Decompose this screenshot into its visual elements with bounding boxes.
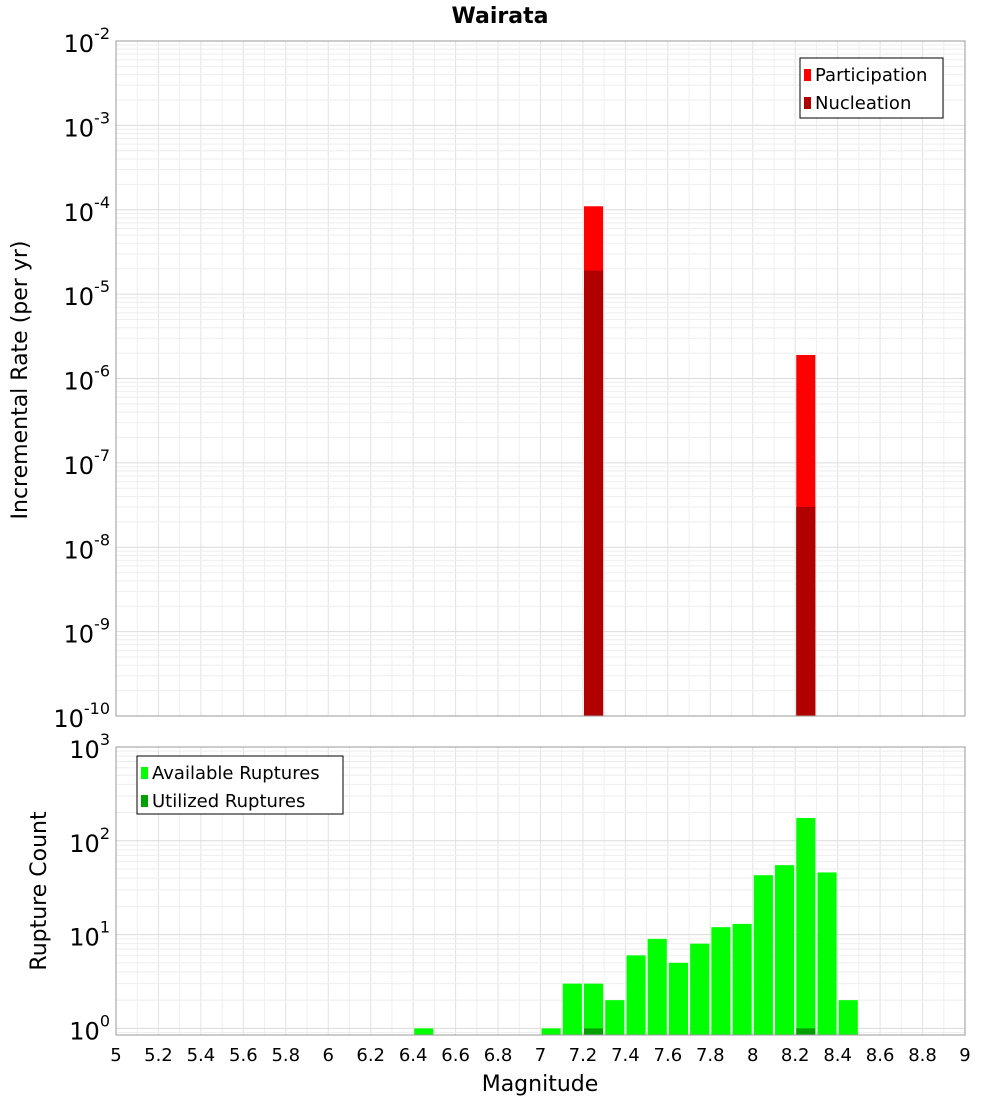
- count-bar-series1: [690, 943, 710, 1035]
- count-y-tick-label: 103: [69, 730, 110, 764]
- x-tick-label: 8.6: [866, 1045, 895, 1066]
- rate-y-tick-label: 10-10: [53, 699, 110, 733]
- count-bar-series1: [668, 962, 689, 1035]
- rate-y-tick-label: 10-5: [64, 277, 111, 311]
- rate-legend-label: Nucleation: [815, 93, 911, 114]
- count-bar-series2: [796, 1028, 816, 1035]
- count-legend-label: Utilized Ruptures: [152, 791, 305, 812]
- count-bars: [414, 817, 858, 1035]
- count-y-tick-label: 102: [69, 824, 110, 858]
- x-tick-label: 7.4: [611, 1045, 640, 1066]
- rate-legend-swatch: [804, 69, 811, 81]
- count-bar-series1: [414, 1028, 434, 1035]
- rate-y-tick-label: 10-2: [64, 24, 111, 58]
- x-tick-label: 5.4: [187, 1045, 216, 1066]
- x-tick-label: 6.2: [356, 1045, 385, 1066]
- x-tick-label: 8.2: [781, 1045, 810, 1066]
- rate-grid: [115, 40, 966, 717]
- rate-y-tick-label: 10-6: [64, 362, 111, 396]
- rate-y-tick-label: 10-7: [64, 446, 111, 480]
- rate-y-tick-label: 10-4: [64, 193, 111, 227]
- count-plot-frame: [115, 746, 966, 1036]
- count-bar-series1: [732, 923, 752, 1035]
- x-tick-label: 7.6: [654, 1045, 683, 1066]
- x-tick-label: 5.6: [229, 1045, 258, 1066]
- count-bar-series2: [584, 1028, 604, 1035]
- rate-y-tick-label: 10-3: [64, 108, 111, 142]
- x-tick-label: 6: [323, 1045, 334, 1066]
- rate-y-axis-label: Incremental Rate (per yr): [8, 241, 33, 520]
- rate-y-tick-label: 10-9: [64, 615, 111, 649]
- x-tick-label: 7.2: [569, 1045, 598, 1066]
- x-tick-label: 9: [959, 1045, 970, 1066]
- rate-legend-box: [799, 57, 944, 119]
- x-tick-label: 7.8: [696, 1045, 725, 1066]
- rate-y-tick-label: 10-8: [64, 530, 111, 564]
- rate-bar-series2: [584, 270, 604, 716]
- count-y-tick-label: 100: [69, 1011, 110, 1045]
- x-tick-label: 8: [747, 1045, 758, 1066]
- count-legend: Available Ruptures Utilized Ruptures: [136, 755, 344, 815]
- count-bar-series1: [711, 927, 731, 1035]
- rate-legend: Participation Nucleation: [799, 57, 944, 119]
- x-tick-label: 8.8: [908, 1045, 937, 1066]
- rate-bar-series2: [796, 506, 816, 716]
- count-legend-label: Available Ruptures: [152, 763, 320, 784]
- count-bar-series1: [541, 1028, 561, 1035]
- count-bar-series1: [626, 955, 646, 1035]
- count-y-axis-label: Rupture Count: [27, 811, 52, 971]
- x-axis-label: Magnitude: [482, 1072, 599, 1097]
- count-bar-series1: [647, 938, 667, 1035]
- x-tick-label: 7: [535, 1045, 546, 1066]
- count-legend-swatch: [141, 767, 148, 779]
- rate-bars: [584, 206, 816, 716]
- x-tick-label: 5: [110, 1045, 121, 1066]
- x-tick-label: 5.8: [271, 1045, 300, 1066]
- x-tick-labels: 5 5.2 5.4 5.6 5.8 6 6.2 6.4 6.6 6.8 7 7.2 7.4 7.6 7.8 8…: [110, 1045, 970, 1066]
- x-tick-label: 5.2: [144, 1045, 173, 1066]
- count-bar-series1: [838, 1000, 858, 1035]
- count-bar-series1: [753, 875, 773, 1035]
- rate-plot-frame: [115, 40, 966, 717]
- x-tick-label: 6.8: [484, 1045, 513, 1066]
- count-bar-series1: [775, 865, 795, 1035]
- count-y-tick-labels: 103 102 101 100: [69, 730, 110, 1045]
- rate-legend-label: Participation: [815, 65, 927, 86]
- x-tick-label: 8.4: [823, 1045, 852, 1066]
- count-bar-series1: [605, 1000, 625, 1035]
- count-legend-swatch: [141, 795, 148, 807]
- count-bar-series1: [796, 817, 816, 1035]
- count-bar-series1: [584, 983, 604, 1035]
- rate-y-tick-labels: 10-2 10-3 10-4 10-5 10-6 10-7 10-8 10-9 10-10: [53, 24, 110, 733]
- rate-legend-swatch: [804, 97, 811, 109]
- x-tick-label: 6.6: [441, 1045, 470, 1066]
- count-bar-series1: [817, 872, 837, 1035]
- x-tick-label: 6.4: [399, 1045, 428, 1066]
- chart-title: Wairata: [452, 4, 549, 29]
- count-y-tick-label: 101: [69, 918, 110, 952]
- count-bar-series1: [562, 983, 582, 1035]
- count-legend-box: [136, 755, 344, 815]
